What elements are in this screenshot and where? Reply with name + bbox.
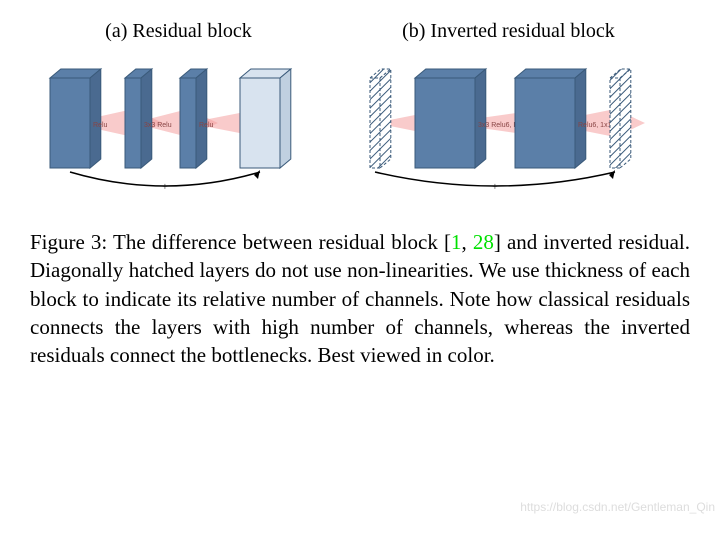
svg-text:Relu: Relu [93, 122, 108, 129]
svg-text:+: + [162, 182, 168, 193]
caption-prefix: Figure 3: The difference between residua… [30, 230, 451, 254]
title-a: (a) Residual block [105, 20, 252, 43]
svg-text:+: + [492, 182, 498, 193]
residual-block-diagram: Relu 3x3 Relu Relu + [40, 58, 340, 198]
svg-text:3x3 Relu: 3x3 Relu [144, 122, 172, 129]
watermark-text: https://blog.csdn.net/Gentleman_Qin [520, 500, 715, 514]
svg-text:Relu: Relu [199, 122, 214, 129]
svg-text:Relu6, 1x1: Relu6, 1x1 [578, 122, 612, 129]
inverted-residual-block-diagram: 3x3 Relu6, DwiseRelu6, 1x1+ [360, 58, 680, 198]
citation-28: 28 [473, 230, 494, 254]
figure-caption: Figure 3: The difference between residua… [30, 228, 690, 370]
citation-1: 1 [451, 230, 462, 254]
diagrams-row: Relu3x3 ReluRelu+ 3x3 Relu6, DwiseRelu6,… [30, 58, 690, 198]
diagram-titles: (a) Residual block (b) Inverted residual… [30, 20, 690, 43]
caption-comma: , [461, 230, 472, 254]
title-b: (b) Inverted residual block [402, 20, 615, 43]
